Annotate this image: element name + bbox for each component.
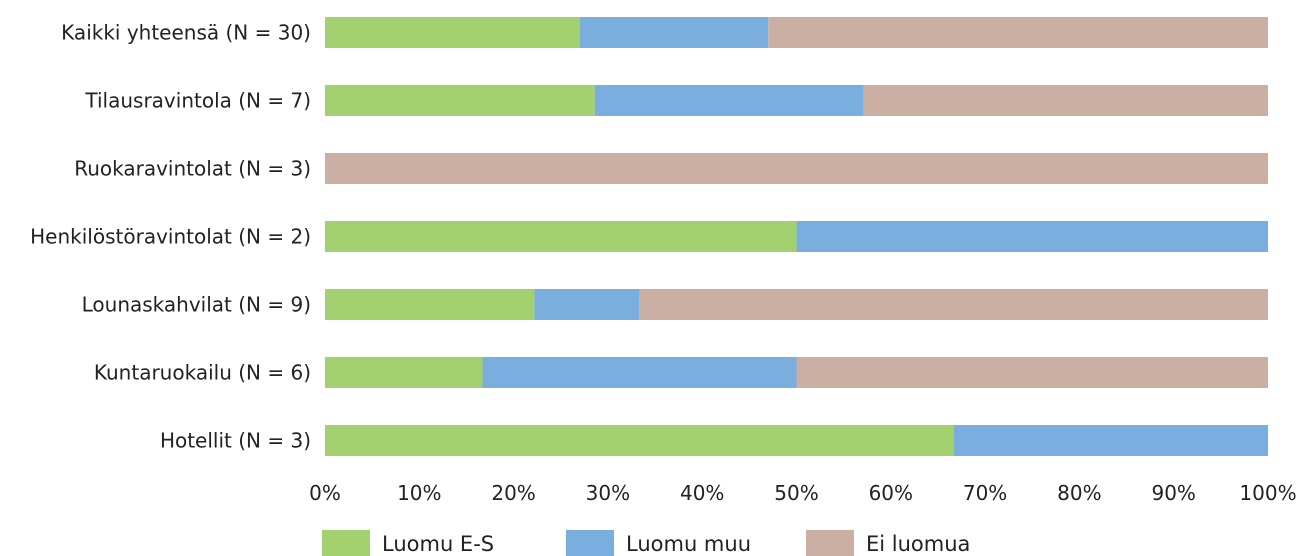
category-label: Henkilöstöravintolat (N = 2) <box>30 225 311 249</box>
x-tick-label: 80% <box>1057 481 1101 505</box>
x-tick-label: 50% <box>774 481 818 505</box>
legend-swatch <box>322 530 370 556</box>
category-labels: Kaikki yhteensä (N = 30) Tilausravintola … <box>30 21 311 453</box>
legend-swatch <box>806 530 854 556</box>
legend: Luomu E-S Luomu muu Ei luomua <box>322 530 970 556</box>
x-tick-label: 0% <box>309 481 341 505</box>
bar-segment <box>768 17 1268 48</box>
x-tick-label: 70% <box>963 481 1007 505</box>
bars-group <box>325 17 1268 456</box>
category-label: Kuntaruokailu (N = 6) <box>94 361 311 385</box>
bar-segment <box>325 289 535 320</box>
bar-segment <box>325 357 483 388</box>
bar-segment <box>863 85 1268 116</box>
bar-segment <box>325 85 595 116</box>
x-tick-label: 40% <box>680 481 724 505</box>
bar-segment <box>639 289 1268 320</box>
x-tick-label: 20% <box>491 481 535 505</box>
x-tick-label: 100% <box>1239 481 1296 505</box>
x-tick-label: 60% <box>869 481 913 505</box>
category-label: Hotellit (N = 3) <box>160 429 311 453</box>
bar-segment <box>325 153 1268 184</box>
bar-segment <box>325 17 580 48</box>
x-tick-label: 90% <box>1151 481 1195 505</box>
bar-segment <box>579 17 769 48</box>
bar-segment <box>594 85 864 116</box>
bar-segment <box>953 425 1268 456</box>
category-label: Tilausravintola (N = 7) <box>84 89 311 113</box>
bar-segment <box>325 221 797 252</box>
category-label: Kaikki yhteensä (N = 30) <box>61 21 311 45</box>
category-label: Ruokaravintolat (N = 3) <box>74 157 311 181</box>
x-axis-tick-labels: 0% 10% 20% 30% 40% 50% 60% 70% 80% 90% 100% <box>309 481 1296 505</box>
legend-label: Luomu muu <box>626 532 751 556</box>
x-tick-label: 30% <box>586 481 630 505</box>
bar-segment <box>325 425 954 456</box>
bar-segment <box>796 357 1268 388</box>
legend-swatch <box>566 530 614 556</box>
x-tick-label: 10% <box>397 481 441 505</box>
category-label: Lounaskahvilat (N = 9) <box>82 293 311 317</box>
bar-segment <box>796 221 1268 252</box>
legend-label: Ei luomua <box>866 532 970 556</box>
legend-label: Luomu E-S <box>382 532 494 556</box>
bar-segment <box>482 357 797 388</box>
bar-segment <box>534 289 640 320</box>
